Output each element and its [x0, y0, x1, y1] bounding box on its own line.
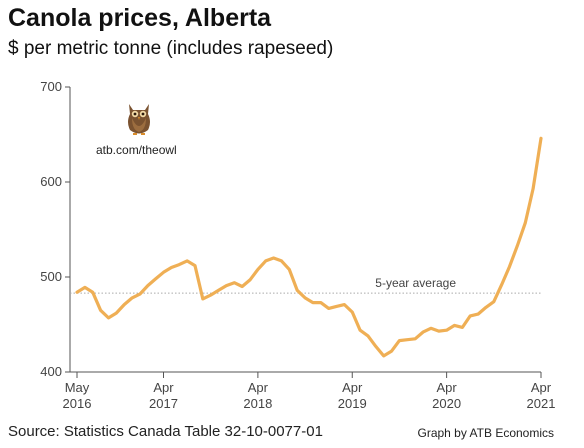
x-tick-label-year: 2020: [432, 396, 461, 411]
series-group: [75, 136, 543, 358]
x-tick-label-year: 2017: [149, 396, 178, 411]
y-tick-label: 400: [40, 364, 62, 379]
axes: 400500600700May2016Apr2017Apr2018Apr2019…: [40, 79, 555, 411]
y-tick-label: 600: [40, 174, 62, 189]
x-tick-label-year: 2016: [63, 396, 92, 411]
x-tick-label-month: Apr: [248, 380, 269, 395]
x-tick-label-year: 2019: [338, 396, 367, 411]
reference-line-group: 5-year average: [70, 276, 541, 294]
x-tick-label-year: 2021: [527, 396, 556, 411]
x-tick-label-month: Apr: [531, 380, 552, 395]
x-tick-label-month: Apr: [342, 380, 363, 395]
series-line: [75, 136, 543, 358]
chart-subtitle: $ per metric tonne (includes rapeseed): [8, 38, 334, 59]
y-tick-label: 700: [40, 79, 62, 94]
reference-line-label: 5-year average: [375, 276, 456, 290]
chart-title: Canola prices, Alberta: [8, 4, 272, 32]
x-tick-label-month: May: [65, 380, 90, 395]
x-tick-label-month: Apr: [437, 380, 458, 395]
logo-link-text[interactable]: atb.com/theowl: [96, 143, 177, 157]
y-tick-label: 500: [40, 269, 62, 284]
source-note: Source: Statistics Canada Table 32-10-00…: [8, 423, 323, 440]
x-tick-label-year: 2018: [243, 396, 272, 411]
owl-icon: [128, 104, 150, 135]
x-tick-label-month: Apr: [153, 380, 174, 395]
credit-note: Graph by ATB Economics: [417, 426, 555, 440]
